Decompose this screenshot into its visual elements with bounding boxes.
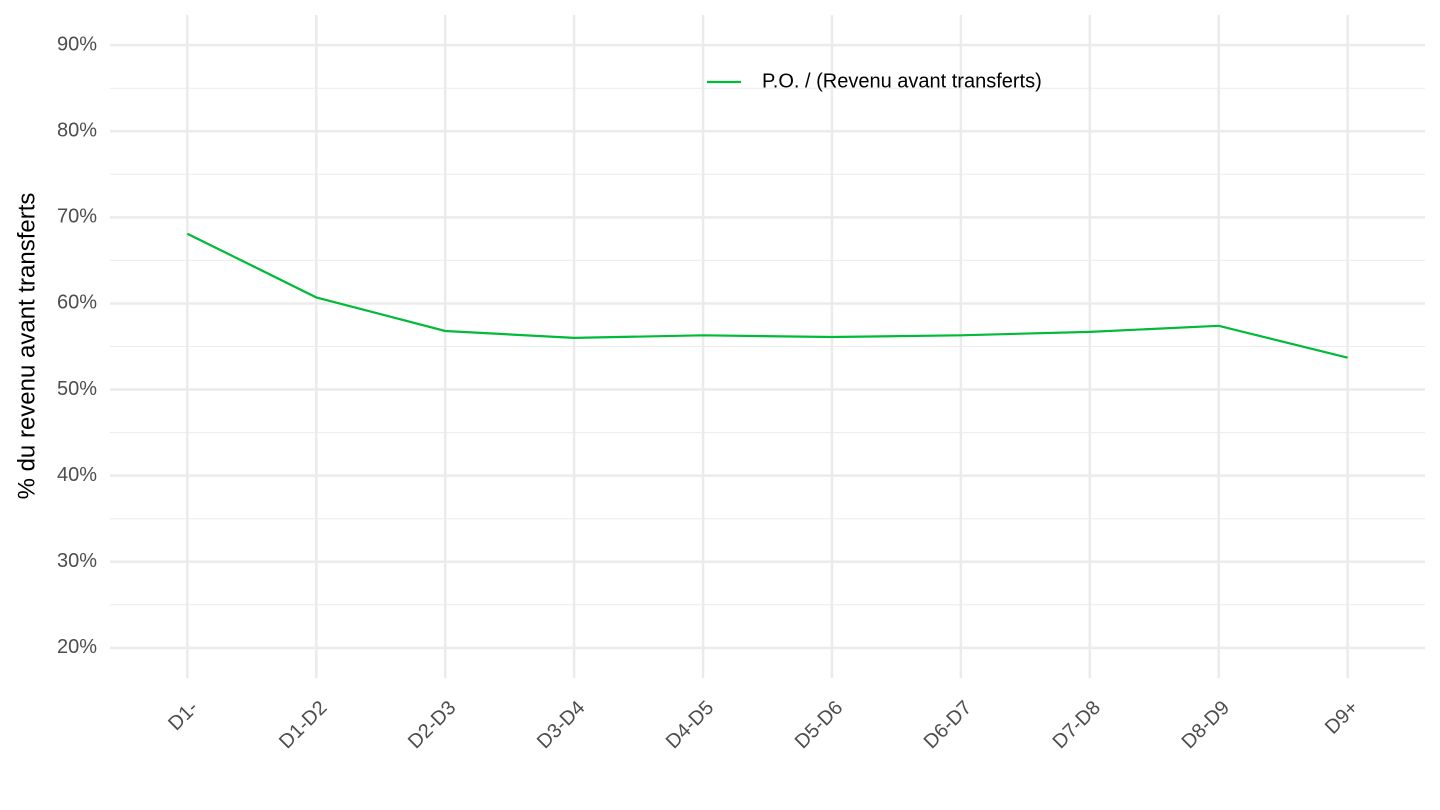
x-tick-label: D1-D2 [275, 697, 331, 753]
x-tick-label: D9+ [1321, 697, 1363, 739]
y-tick-label: 70% [57, 206, 97, 228]
y-tick-label: 50% [57, 378, 97, 400]
y-tick-label: 80% [57, 120, 97, 142]
x-tick-label: D4-D5 [662, 697, 718, 753]
x-tick-label: D7-D8 [1049, 697, 1105, 753]
x-tick-label: D5-D6 [791, 697, 847, 753]
x-tick-label: D1- [164, 697, 202, 735]
legend-label: P.O. / (Revenu avant transferts) [762, 70, 1042, 92]
y-tick-label: 60% [57, 292, 97, 314]
y-tick-label: 90% [57, 33, 97, 55]
y-tick-label: 30% [57, 550, 97, 572]
x-tick-label: D3-D4 [533, 697, 589, 753]
y-tick-label: 20% [57, 636, 97, 658]
y-axis-label: % du revenu avant transferts [13, 193, 40, 500]
line [186, 232, 1348, 359]
x-tick-label: D2-D3 [404, 697, 460, 753]
x-tick-label: D6-D7 [920, 697, 976, 753]
x-tick-label: D8-D9 [1178, 697, 1234, 753]
y-tick-label: 40% [57, 464, 97, 486]
